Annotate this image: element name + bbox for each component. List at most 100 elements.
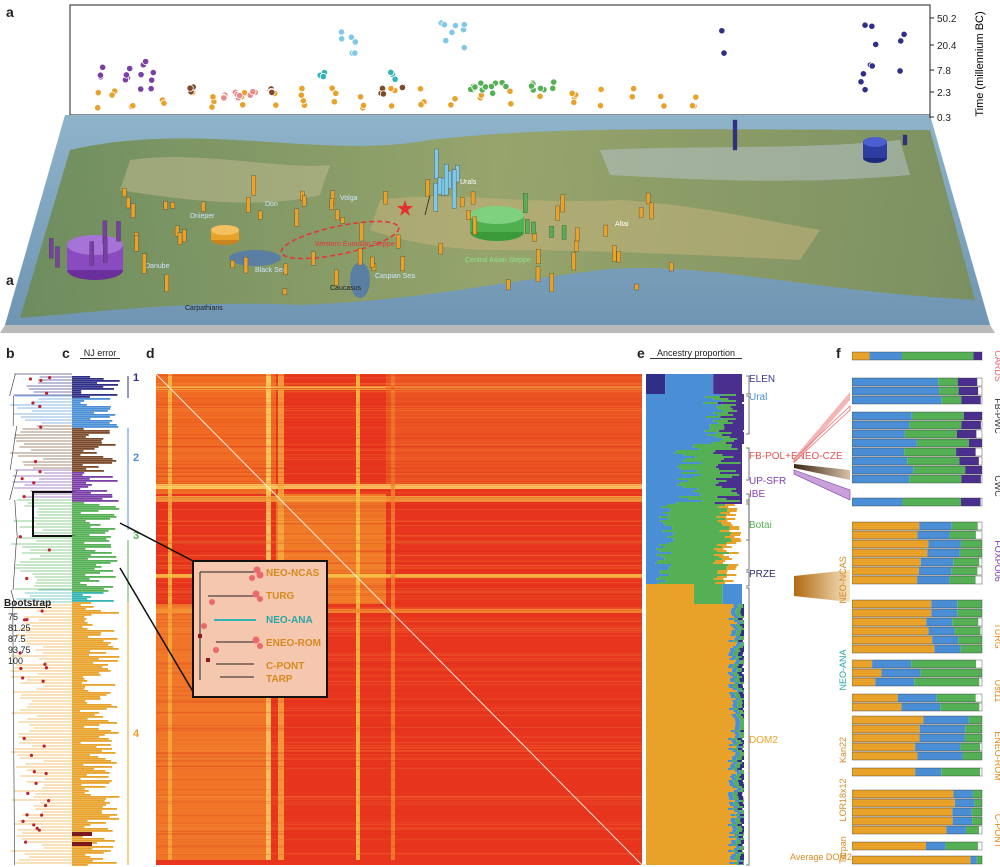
ancestry-segment [726, 480, 742, 482]
nj-error-bar [72, 690, 89, 692]
nj-error-bar [72, 702, 88, 704]
ancestry-segment [646, 442, 712, 444]
ancestry-segment [736, 778, 742, 780]
nj-error-bar [72, 858, 104, 860]
admixture-segment [952, 618, 979, 626]
ancestry-segment [734, 662, 740, 664]
heatmap-noise [156, 562, 642, 564]
ancestry-segment [732, 672, 738, 674]
ancestry-segment [646, 764, 731, 766]
heatmap-noise [156, 503, 642, 505]
ancestry-segment [730, 820, 736, 822]
heatmap-noise [156, 388, 642, 389]
nj-error-bar [72, 668, 108, 670]
ancestry-segment [740, 632, 744, 634]
admixture-segment [934, 645, 961, 653]
admixture-segment [852, 826, 947, 834]
map-sample-pillar [466, 210, 471, 220]
ancestry-segment [734, 800, 740, 802]
ancestry-segment [732, 676, 738, 678]
ancestry-segment [736, 816, 742, 818]
heatmap-noise [156, 520, 642, 521]
ancestry-segment [730, 766, 735, 768]
nj-error-bar [72, 558, 88, 560]
heatmap-noise [156, 789, 642, 791]
heatmap-noise [156, 554, 642, 556]
ancestry-segment [662, 530, 720, 532]
ancestry-segment [725, 442, 744, 444]
ancestry-segment [731, 670, 737, 672]
map-sample-pillar [134, 235, 139, 252]
admixture-segment [902, 352, 974, 360]
ancestry-segment [646, 578, 657, 580]
admixture-segment [919, 725, 966, 733]
time-tick-label: 7.8 [937, 66, 951, 77]
ancestry-segment [730, 406, 744, 408]
heatmap-noise [156, 631, 642, 633]
heatmap-noise [156, 594, 642, 596]
map-sample-pillar [571, 252, 576, 271]
bootstrap-node [21, 819, 25, 823]
ancestry-segment [739, 728, 744, 730]
ancestry-segment [646, 538, 674, 540]
ancestry-segment [731, 532, 742, 534]
ancestry-segment [737, 672, 743, 674]
ancestry-segment [646, 592, 694, 594]
admixture-row [852, 798, 983, 808]
ancestry-segment [724, 426, 744, 428]
nj-error-bar [72, 592, 104, 594]
f-group-label: ENEO-ROM [993, 731, 1000, 781]
heatmap-noise [156, 555, 642, 557]
ancestry-segment [692, 446, 732, 448]
ancestry-segment [721, 404, 736, 406]
ancestry-segment [713, 386, 742, 388]
inset-label-eneo-rom: ENEO-ROM [266, 638, 321, 649]
ancestry-segment [646, 584, 694, 586]
nj-error-bar [72, 444, 116, 446]
ancestry-segment [646, 580, 667, 582]
ancestry-segment [722, 592, 742, 594]
nj-error-bar [72, 686, 86, 688]
admixture-segment [852, 421, 910, 429]
heatmap-noise [156, 822, 642, 824]
nj-error-bar [72, 758, 106, 760]
ancestry-segment [667, 536, 725, 538]
ancestry-segment [646, 638, 735, 640]
heatmap-noise [156, 466, 642, 468]
ancestry-segment [731, 630, 737, 632]
ancestry-segment [738, 848, 744, 850]
nj-error-bar [72, 726, 85, 728]
heatmap-noise [156, 779, 642, 781]
sample-point [94, 104, 102, 112]
bootstrap-node [43, 803, 48, 808]
ancestry-segment [738, 664, 744, 666]
heatmap-noise [156, 620, 642, 622]
nj-error-bar [72, 704, 112, 706]
sample-point [149, 68, 157, 77]
ancestry-segment [739, 856, 744, 858]
admixture-segment [960, 540, 982, 548]
ancestry-segment [646, 612, 731, 614]
ancestry-segment [737, 702, 743, 704]
admixture-segment [918, 567, 952, 575]
nj-error-bar [72, 514, 115, 516]
ancestry-segment [709, 424, 724, 426]
ancestry-segment [737, 448, 742, 450]
ancestry-segment [735, 818, 741, 820]
ancestry-segment [743, 790, 744, 792]
nj-error-bar [72, 502, 85, 504]
ancestry-segment [735, 724, 741, 726]
ancestry-segment [722, 586, 742, 588]
ancestry-segment [713, 380, 742, 382]
heatmap-noise [156, 578, 642, 580]
nj-error-bar [72, 552, 112, 554]
ancestry-segment [685, 458, 724, 460]
nj-error-bar [72, 446, 99, 448]
heatmap-noise [156, 627, 642, 629]
ancestry-segment [669, 542, 727, 544]
ancestry-segment [646, 452, 675, 454]
ancestry-segment [646, 502, 677, 504]
ancestry-segment [727, 510, 737, 512]
nj-error-bar [72, 828, 108, 830]
ancestry-segment [668, 518, 726, 520]
